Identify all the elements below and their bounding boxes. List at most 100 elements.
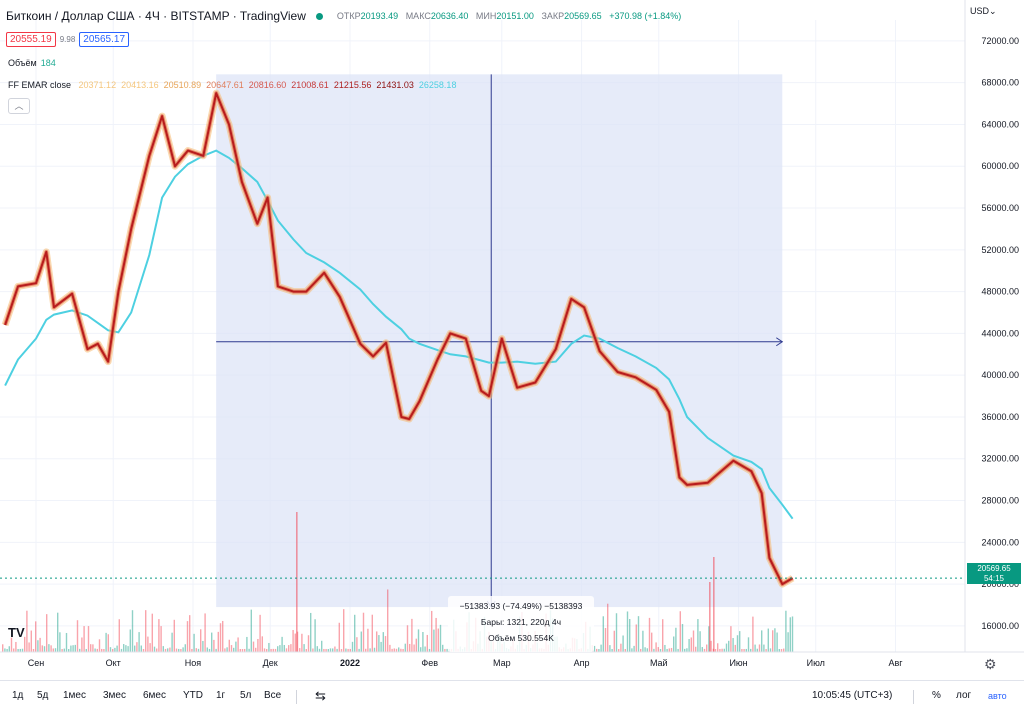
volume-bar: [217, 631, 219, 652]
last-price-tag: 20569.65 54:15: [967, 563, 1021, 584]
volume-bar: [68, 649, 70, 652]
volume-bar: [413, 644, 415, 652]
chevron-up-icon[interactable]: ︿: [8, 98, 30, 114]
volume-bar: [789, 617, 791, 652]
volume-bar: [780, 648, 783, 652]
volume-bar: [13, 648, 15, 652]
volume-bar: [686, 648, 688, 652]
range-ytd-button[interactable]: YTD: [183, 690, 203, 701]
volume-legend[interactable]: Объём 184: [8, 58, 56, 68]
volume-bar: [103, 649, 105, 652]
volume-bar: [39, 637, 41, 652]
volume-bar: [321, 640, 323, 652]
volume-bar: [750, 648, 752, 652]
x-tick-label: Авг: [888, 658, 903, 668]
volume-bar: [345, 648, 347, 652]
volume-bar: [387, 589, 389, 652]
range-all-button[interactable]: Все: [264, 690, 282, 701]
volume-bar: [226, 647, 228, 652]
price-axis[interactable]: 16000.00 20000.00 24000.00 28000.00 32000.00…: [981, 36, 1019, 631]
volume-bar: [48, 644, 50, 652]
volume-bar: [642, 630, 644, 652]
high-value: 20636.40: [430, 11, 469, 21]
volume-bar: [178, 648, 180, 652]
sell-price-button[interactable]: 20555.19: [6, 32, 56, 47]
volume-bar: [332, 648, 334, 652]
volume-bar: [701, 647, 703, 652]
price-chart[interactable]: 16000.00 20000.00 24000.00 28000.00 32000.00…: [0, 0, 1024, 680]
volume-bar: [279, 645, 281, 652]
volume-bar: [35, 621, 37, 652]
volume-bar: [611, 648, 613, 652]
volume-bar: [257, 638, 259, 652]
volume-bar: [127, 646, 129, 652]
volume-bar: [629, 619, 631, 652]
range-3m-button[interactable]: 3мес: [103, 690, 126, 701]
volume-bar: [105, 632, 107, 652]
tradingview-logo[interactable]: TV: [8, 625, 25, 640]
volume-bar: [743, 648, 745, 652]
volume-bar: [323, 648, 325, 652]
volume-bar: [668, 648, 670, 652]
volume-bar: [114, 647, 116, 652]
volume-bar: [358, 648, 360, 652]
volume-bar: [131, 610, 134, 652]
range-1y-button[interactable]: 1г: [216, 690, 226, 701]
volume-bar: [208, 648, 211, 652]
volume-bar: [763, 644, 765, 652]
volume-bar: [373, 647, 376, 652]
volume-bar: [714, 648, 717, 652]
volume-bar: [378, 635, 380, 652]
volume-bar: [274, 648, 277, 652]
volume-bar: [158, 619, 160, 652]
range-5y-button[interactable]: 5л: [240, 690, 252, 701]
volume-bar: [37, 640, 39, 652]
volume-bar: [255, 647, 257, 652]
range-5d-button[interactable]: 5д: [37, 690, 49, 701]
volume-bar: [186, 621, 189, 652]
percent-toggle[interactable]: %: [932, 690, 941, 701]
range-1d-button[interactable]: 1д: [12, 690, 24, 701]
calendar-range-icon[interactable]: ⇆: [315, 688, 326, 703]
close-value: 20569.65: [564, 11, 602, 21]
volume-bar: [365, 648, 367, 652]
gear-icon[interactable]: ⚙: [984, 656, 997, 672]
volume-bar: [439, 624, 442, 652]
volume-bar: [147, 636, 149, 652]
volume-bar: [288, 645, 290, 652]
range-1m-button[interactable]: 1мес: [63, 690, 86, 701]
volume-bar: [239, 649, 241, 652]
ema-value-3: 20647.61: [206, 80, 244, 90]
volume-bar: [169, 647, 171, 652]
ema-values: 20371.12 20413.16 20510.89 20647.61 20816.60…: [74, 80, 457, 90]
time-axis[interactable]: Сен Окт Ноя Дек 2022 Фев Мар Апр Май Июн Июл Авг: [28, 658, 903, 668]
range-6m-button[interactable]: 6мес: [143, 690, 166, 701]
volume-bar: [400, 648, 402, 652]
volume-bar: [197, 648, 200, 652]
auto-toggle[interactable]: авто: [988, 691, 1007, 701]
volume-bar: [316, 646, 318, 652]
volume-bar: [615, 613, 618, 652]
open-value: 20193.49: [360, 11, 399, 21]
volume-bar: [389, 644, 391, 652]
volume-bar: [732, 638, 734, 652]
volume-bar: [266, 648, 268, 652]
x-tick-label: Май: [650, 658, 668, 668]
buy-price-button[interactable]: 20565.17: [79, 32, 130, 47]
volume-bar: [734, 644, 736, 652]
clock[interactable]: 10:05:45 (UTC+3): [812, 690, 893, 701]
volume-bar: [382, 632, 384, 652]
volume-bar: [437, 628, 439, 652]
volume-bar: [24, 636, 26, 652]
log-toggle[interactable]: лог: [956, 690, 972, 701]
volume-bar: [435, 617, 437, 652]
volume-bar: [783, 648, 785, 652]
symbol-title[interactable]: Биткоин / Доллар США · 4Ч · BITSTAMP · T…: [6, 9, 306, 23]
volume-bar: [76, 620, 79, 652]
ema-legend[interactable]: FF EMAR close 20371.12 20413.16 20510.89 20…: [8, 80, 456, 90]
volume-bar: [54, 648, 57, 652]
volume-bar: [233, 647, 235, 652]
currency-select[interactable]: USD⌄: [970, 6, 997, 17]
volume-bar: [173, 619, 175, 652]
volume-bar: [123, 644, 125, 652]
